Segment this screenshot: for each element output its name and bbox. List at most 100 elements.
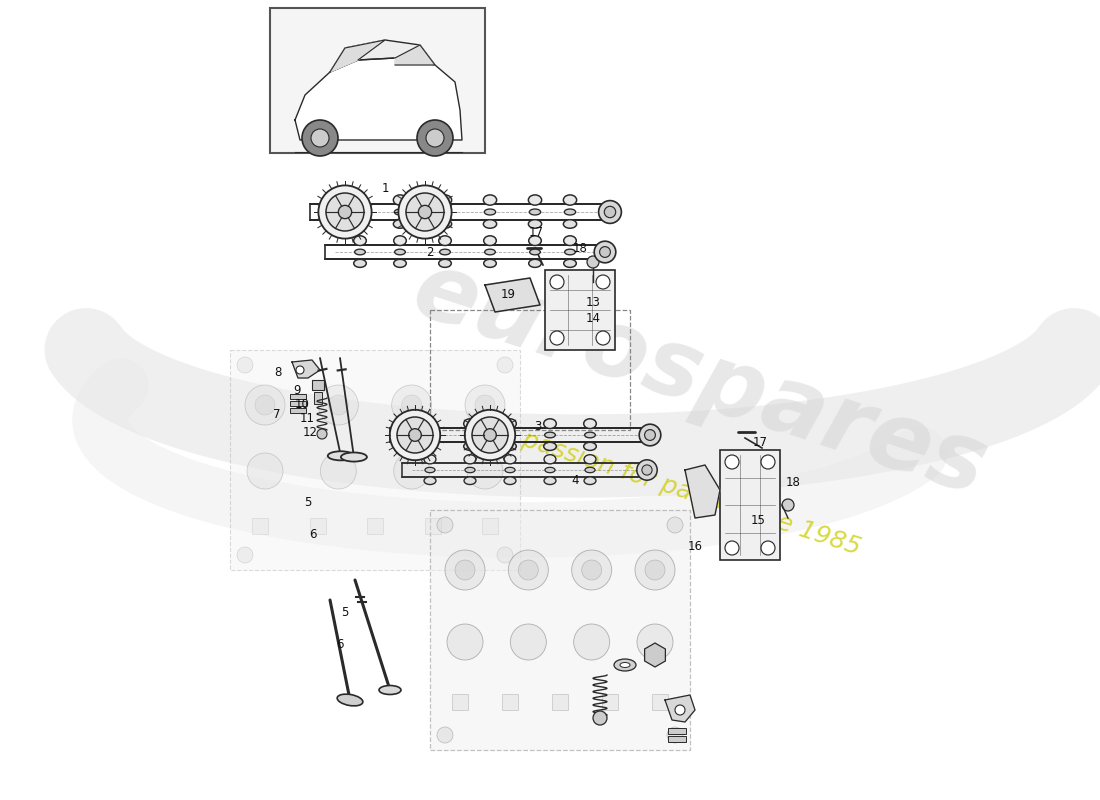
Ellipse shape (529, 259, 541, 267)
Circle shape (398, 186, 452, 238)
Circle shape (468, 453, 503, 489)
Text: 7: 7 (273, 409, 280, 422)
Circle shape (782, 499, 794, 511)
Ellipse shape (563, 220, 576, 228)
Polygon shape (295, 58, 462, 140)
Circle shape (437, 727, 453, 743)
Circle shape (598, 201, 622, 223)
Circle shape (296, 366, 304, 374)
Text: 3: 3 (535, 421, 541, 434)
Ellipse shape (529, 249, 540, 255)
Circle shape (604, 206, 616, 218)
Ellipse shape (424, 442, 437, 450)
Circle shape (667, 727, 683, 743)
Ellipse shape (440, 249, 450, 255)
Ellipse shape (584, 432, 595, 438)
Circle shape (465, 410, 515, 460)
Ellipse shape (425, 477, 436, 485)
Circle shape (255, 395, 275, 415)
Ellipse shape (585, 467, 595, 473)
Bar (425, 518, 440, 534)
Ellipse shape (584, 442, 596, 450)
Ellipse shape (504, 454, 516, 464)
Ellipse shape (484, 209, 496, 215)
Circle shape (389, 410, 440, 460)
Circle shape (472, 417, 508, 453)
Polygon shape (292, 360, 320, 378)
Text: eurospares: eurospares (402, 244, 999, 516)
Circle shape (318, 385, 359, 425)
Ellipse shape (485, 249, 495, 255)
Circle shape (326, 193, 364, 231)
Text: a passion for parts since 1985: a passion for parts since 1985 (497, 420, 864, 560)
Text: 15: 15 (750, 514, 766, 526)
Ellipse shape (544, 432, 556, 438)
Text: 13: 13 (585, 295, 601, 309)
Ellipse shape (341, 453, 367, 462)
Circle shape (302, 120, 338, 156)
Polygon shape (330, 40, 385, 72)
Circle shape (447, 624, 483, 660)
Circle shape (667, 517, 683, 533)
Bar (482, 518, 498, 534)
Text: 16: 16 (688, 539, 703, 553)
Circle shape (417, 120, 453, 156)
Ellipse shape (504, 477, 516, 485)
Ellipse shape (395, 249, 406, 255)
Circle shape (406, 193, 444, 231)
Circle shape (497, 547, 513, 563)
Ellipse shape (564, 209, 575, 215)
Circle shape (426, 129, 444, 147)
Circle shape (645, 560, 665, 580)
Ellipse shape (465, 467, 475, 473)
Ellipse shape (505, 432, 516, 438)
Text: 18: 18 (785, 475, 801, 489)
Ellipse shape (438, 220, 452, 228)
Circle shape (725, 541, 739, 555)
Ellipse shape (484, 259, 496, 267)
Text: 9: 9 (294, 383, 300, 397)
Circle shape (248, 453, 283, 489)
Ellipse shape (425, 454, 436, 464)
Bar (312, 380, 324, 390)
Circle shape (437, 517, 453, 533)
Ellipse shape (483, 220, 496, 228)
Ellipse shape (563, 259, 576, 267)
Ellipse shape (353, 195, 366, 205)
Ellipse shape (354, 259, 366, 267)
Ellipse shape (584, 477, 596, 485)
Bar (668, 728, 686, 734)
Ellipse shape (394, 209, 406, 215)
Circle shape (339, 206, 352, 218)
Text: 12: 12 (302, 426, 318, 438)
Ellipse shape (528, 220, 541, 228)
Circle shape (245, 385, 285, 425)
Text: 18: 18 (573, 242, 587, 254)
Circle shape (455, 560, 475, 580)
Ellipse shape (379, 686, 401, 694)
Ellipse shape (529, 209, 541, 215)
Ellipse shape (394, 220, 407, 228)
Bar (230, 350, 520, 570)
Text: 17: 17 (528, 226, 543, 239)
Circle shape (593, 711, 607, 725)
Bar (668, 736, 686, 742)
Ellipse shape (484, 236, 496, 246)
Circle shape (328, 395, 349, 415)
Circle shape (475, 395, 495, 415)
Circle shape (761, 455, 776, 469)
Circle shape (645, 430, 656, 440)
Bar (430, 310, 630, 430)
Circle shape (518, 560, 538, 580)
Circle shape (594, 242, 616, 262)
Polygon shape (395, 45, 434, 65)
Ellipse shape (464, 454, 476, 464)
Circle shape (596, 331, 611, 345)
Ellipse shape (464, 419, 476, 429)
Circle shape (236, 547, 253, 563)
Circle shape (409, 429, 421, 442)
Circle shape (402, 395, 421, 415)
Ellipse shape (563, 195, 576, 205)
Ellipse shape (425, 432, 436, 438)
Bar (552, 694, 568, 710)
